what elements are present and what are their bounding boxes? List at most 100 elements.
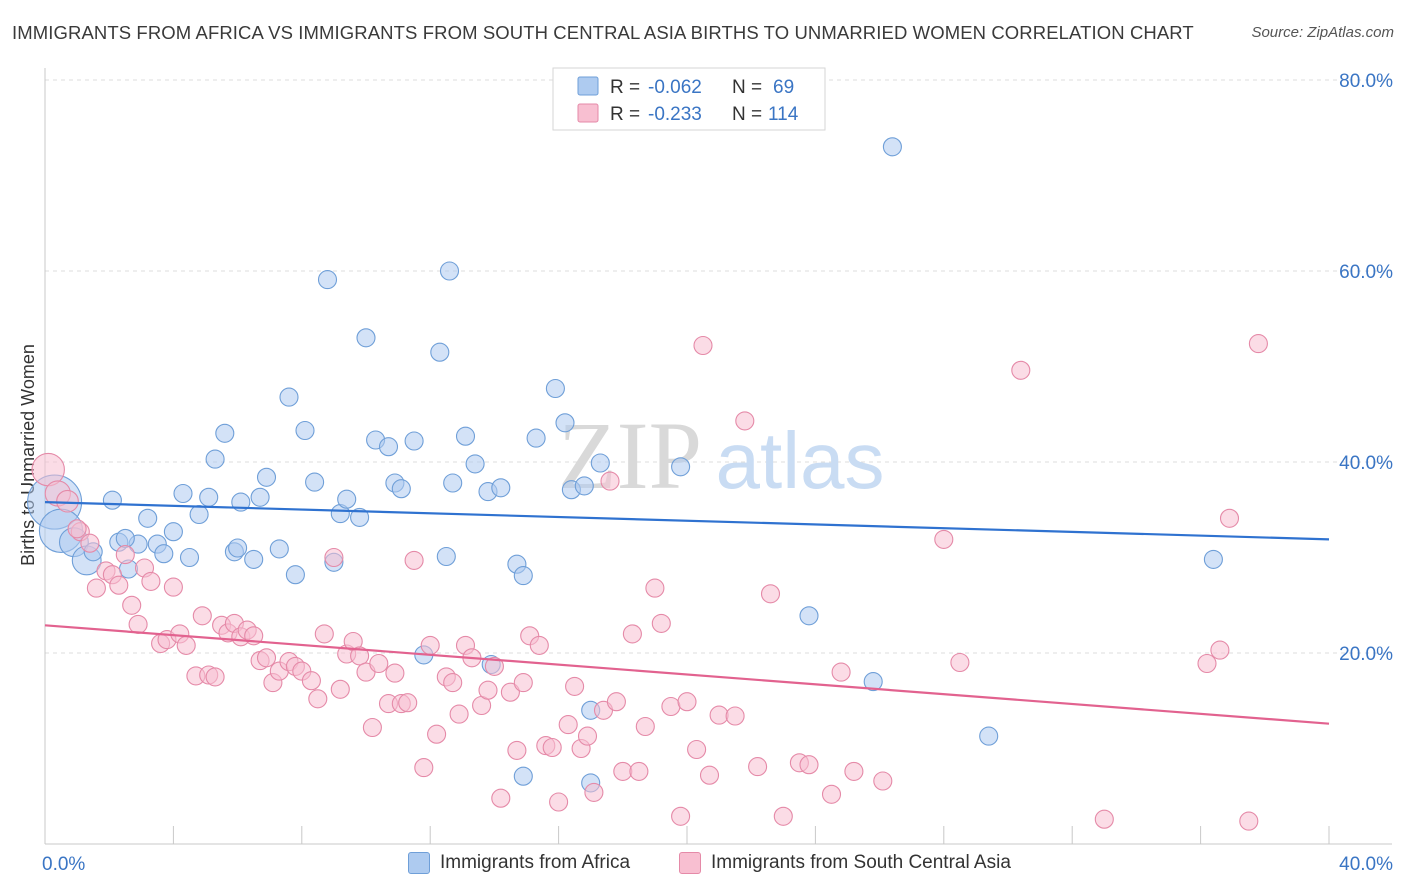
point-asia [500, 682, 520, 702]
point-africa [317, 270, 338, 290]
point-asia [1094, 809, 1114, 829]
point-asia [350, 646, 370, 666]
y-axis-label: Births to Unmarried Women [18, 344, 38, 566]
point-africa [163, 522, 183, 542]
point-asia [484, 656, 504, 676]
point-asia [205, 667, 225, 687]
point-africa [799, 606, 819, 626]
point-asia [369, 653, 389, 674]
point-asia [478, 680, 498, 700]
point-asia [122, 595, 142, 615]
point-africa [215, 423, 235, 443]
point-asia [115, 545, 135, 565]
legend-item-asia[interactable]: Immigrants from South Central Asia [679, 852, 1011, 874]
point-asia [1011, 360, 1031, 380]
bottom-legend: Immigrants from Africa Immigrants from S… [0, 850, 1406, 880]
point-africa [863, 672, 883, 692]
point-asia [1210, 640, 1230, 660]
legend-swatch-africa [577, 76, 599, 96]
point-asia [513, 673, 533, 693]
point-asia [687, 739, 707, 760]
legend-n-label-africa: N = [732, 77, 762, 98]
y-tick-label-20: 20.0% [1339, 644, 1393, 665]
x-tick-label-max: 40.0% [1339, 854, 1393, 875]
point-asia [606, 692, 626, 712]
point-asia [414, 758, 434, 778]
point-asia [1197, 653, 1217, 674]
point-africa [199, 487, 219, 507]
point-asia [67, 519, 87, 539]
point-asia [677, 692, 697, 712]
point-africa [979, 726, 999, 746]
point-asia [542, 737, 562, 758]
point-asia [1248, 334, 1268, 354]
point-asia [330, 679, 350, 699]
point-africa [882, 137, 902, 157]
point-asia [549, 792, 569, 812]
point-asia [56, 489, 79, 513]
point-asia [109, 575, 129, 595]
legend-n-label-asia: N = [732, 104, 762, 125]
point-africa [455, 426, 476, 446]
legend-item-africa[interactable]: Immigrants from Africa [408, 852, 630, 874]
point-africa [513, 566, 533, 586]
legend-r-label-africa: R = [610, 77, 640, 98]
watermark: ZIP atlas [558, 402, 884, 509]
point-africa [179, 547, 200, 568]
point-asia [645, 578, 665, 598]
point-asia [635, 716, 655, 737]
point-asia [558, 715, 578, 735]
legend-label-asia: Immigrants from South Central Asia [711, 852, 1011, 873]
x-tick-label-min: 0.0% [42, 854, 85, 875]
point-asia [600, 471, 620, 491]
point-africa [189, 504, 209, 525]
point-africa [244, 549, 264, 569]
point-asia [529, 635, 549, 655]
point-africa [545, 378, 565, 399]
point-asia [362, 717, 382, 738]
point-asia [725, 706, 745, 726]
point-asia [80, 533, 100, 553]
y-tick-label-40: 40.0% [1339, 453, 1393, 474]
point-africa [378, 437, 399, 457]
point-africa [269, 539, 289, 559]
point-asia [613, 761, 633, 781]
point-asia [873, 771, 893, 791]
point-asia [398, 693, 418, 713]
point-asia [622, 624, 642, 644]
point-africa [138, 508, 158, 528]
point-asia [491, 788, 511, 808]
point-africa [279, 387, 299, 407]
point-asia [443, 673, 463, 693]
point-asia [671, 806, 691, 826]
point-asia [629, 761, 649, 781]
point-asia [449, 704, 469, 724]
point-africa [285, 565, 305, 585]
point-asia [192, 606, 212, 626]
point-asia [176, 635, 196, 655]
point-africa [173, 483, 193, 504]
legend-r-value-asia: -0.233 [648, 104, 702, 125]
point-asia [163, 577, 183, 597]
legend-label-africa: Immigrants from Africa [440, 852, 631, 873]
point-africa [491, 478, 511, 498]
point-asia [324, 547, 344, 568]
source-label: Source: ZipAtlas.com [1251, 24, 1394, 41]
point-africa [305, 472, 325, 492]
point-africa [228, 538, 248, 558]
point-asia [427, 724, 447, 744]
point-africa [436, 546, 456, 567]
legend-square-icon-africa [408, 852, 430, 874]
point-africa [430, 342, 450, 362]
point-asia [831, 662, 851, 682]
point-asia [699, 765, 720, 785]
point-asia [661, 696, 681, 717]
point-asia [821, 784, 842, 804]
point-africa [250, 487, 270, 507]
point-asia [128, 614, 148, 634]
point-asia [308, 689, 328, 709]
point-africa [1203, 549, 1223, 569]
legend-square-icon-asia [679, 852, 701, 874]
point-asia [584, 782, 604, 802]
point-asia [773, 806, 793, 826]
